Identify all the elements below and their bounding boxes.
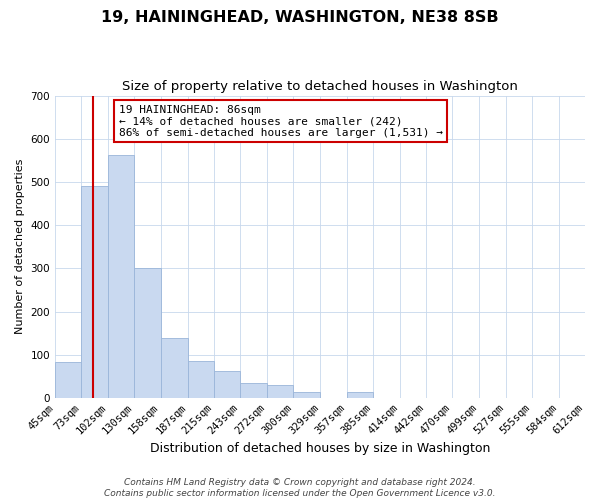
Title: Size of property relative to detached houses in Washington: Size of property relative to detached ho… bbox=[122, 80, 518, 93]
Bar bbox=[188, 362, 214, 398]
Bar bbox=[55, 362, 81, 398]
Bar bbox=[214, 371, 240, 398]
Bar bbox=[81, 186, 109, 398]
Bar bbox=[109, 155, 134, 398]
Bar bbox=[161, 338, 188, 398]
Bar bbox=[134, 268, 161, 398]
Bar bbox=[293, 392, 320, 398]
Bar bbox=[240, 383, 267, 398]
X-axis label: Distribution of detached houses by size in Washington: Distribution of detached houses by size … bbox=[150, 442, 490, 455]
Bar bbox=[267, 385, 293, 398]
Text: 19, HAININGHEAD, WASHINGTON, NE38 8SB: 19, HAININGHEAD, WASHINGTON, NE38 8SB bbox=[101, 10, 499, 25]
Y-axis label: Number of detached properties: Number of detached properties bbox=[15, 159, 25, 334]
Text: Contains HM Land Registry data © Crown copyright and database right 2024.
Contai: Contains HM Land Registry data © Crown c… bbox=[104, 478, 496, 498]
Text: 19 HAININGHEAD: 86sqm
← 14% of detached houses are smaller (242)
86% of semi-det: 19 HAININGHEAD: 86sqm ← 14% of detached … bbox=[119, 104, 443, 138]
Bar bbox=[347, 392, 373, 398]
